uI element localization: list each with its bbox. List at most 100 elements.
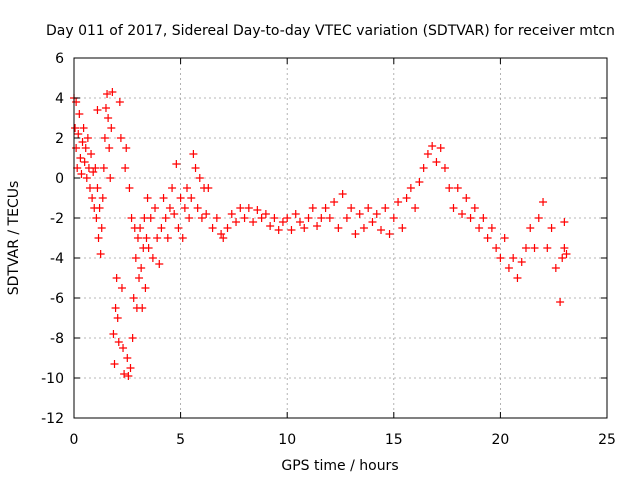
data-point bbox=[227, 210, 236, 218]
data-point bbox=[475, 224, 484, 232]
x-tick-label: 20 bbox=[491, 432, 509, 448]
data-point bbox=[92, 214, 101, 222]
data-point bbox=[131, 254, 140, 262]
data-point bbox=[558, 254, 567, 262]
data-point bbox=[219, 234, 228, 242]
data-point bbox=[88, 194, 97, 202]
data-point bbox=[359, 224, 368, 232]
plot-border bbox=[73, 57, 608, 419]
data-point bbox=[107, 124, 116, 132]
data-point bbox=[78, 138, 87, 146]
data-point bbox=[330, 198, 339, 206]
data-point bbox=[111, 304, 120, 312]
data-point bbox=[500, 234, 509, 242]
data-point bbox=[551, 264, 560, 272]
y-tick-label: -10 bbox=[41, 371, 64, 387]
y-tick-label: -6 bbox=[50, 291, 64, 307]
data-point bbox=[283, 214, 292, 222]
data-point bbox=[253, 206, 262, 214]
data-point bbox=[530, 244, 539, 252]
data-point bbox=[97, 224, 106, 232]
data-point bbox=[466, 214, 475, 222]
data-point bbox=[187, 194, 196, 202]
data-points bbox=[70, 88, 571, 380]
data-point bbox=[325, 214, 334, 222]
data-point bbox=[93, 184, 102, 192]
data-point bbox=[73, 164, 82, 172]
data-point bbox=[513, 274, 522, 282]
data-point bbox=[137, 264, 146, 272]
data-point bbox=[142, 234, 151, 242]
data-point bbox=[125, 184, 134, 192]
data-point bbox=[232, 218, 241, 226]
data-point bbox=[385, 230, 394, 238]
data-point bbox=[321, 204, 330, 212]
data-point bbox=[334, 224, 343, 232]
data-point bbox=[462, 194, 471, 202]
y-tick-labels: -12 -10 -8 -6 -4 -2 0 2 4 6 bbox=[41, 51, 64, 427]
data-point bbox=[406, 184, 415, 192]
data-point bbox=[185, 214, 194, 222]
data-point bbox=[191, 164, 200, 172]
data-point bbox=[141, 284, 150, 292]
data-point bbox=[122, 144, 131, 152]
data-point bbox=[411, 204, 420, 212]
data-point bbox=[304, 214, 313, 222]
data-point bbox=[440, 164, 449, 172]
data-point bbox=[138, 304, 147, 312]
data-point bbox=[180, 204, 189, 212]
data-point bbox=[77, 170, 86, 178]
data-point bbox=[178, 234, 187, 242]
data-point bbox=[517, 258, 526, 266]
x-tick-label: 5 bbox=[176, 432, 185, 448]
data-point bbox=[372, 210, 381, 218]
data-point bbox=[99, 164, 108, 172]
data-point bbox=[101, 104, 110, 112]
data-point bbox=[223, 224, 232, 232]
data-point bbox=[100, 134, 109, 142]
data-point bbox=[89, 168, 98, 176]
data-point bbox=[197, 214, 206, 222]
data-point bbox=[240, 214, 249, 222]
data-point bbox=[483, 234, 492, 242]
data-point bbox=[128, 334, 137, 342]
data-point bbox=[168, 184, 177, 192]
data-point bbox=[453, 184, 462, 192]
data-point bbox=[244, 204, 253, 212]
data-point bbox=[103, 90, 112, 98]
data-point bbox=[479, 214, 488, 222]
data-point bbox=[300, 224, 309, 232]
y-tick-label: -12 bbox=[41, 411, 64, 427]
data-point bbox=[543, 244, 552, 252]
data-point bbox=[449, 204, 458, 212]
data-point bbox=[98, 194, 107, 202]
data-point bbox=[105, 144, 114, 152]
data-point bbox=[458, 210, 467, 218]
data-point bbox=[257, 214, 266, 222]
data-point bbox=[182, 184, 191, 192]
data-point bbox=[428, 142, 437, 150]
data-point bbox=[547, 224, 556, 232]
data-point bbox=[144, 244, 153, 252]
data-point bbox=[165, 204, 174, 212]
data-point bbox=[110, 360, 119, 368]
data-point bbox=[174, 224, 183, 232]
data-point bbox=[71, 124, 80, 132]
data-point bbox=[72, 144, 81, 152]
data-point bbox=[492, 244, 501, 252]
data-point bbox=[153, 234, 162, 242]
data-point bbox=[355, 210, 364, 218]
data-point bbox=[266, 222, 275, 230]
data-point bbox=[394, 198, 403, 206]
data-point bbox=[189, 150, 198, 158]
data-point bbox=[104, 114, 113, 122]
y-tick-label: 0 bbox=[55, 171, 64, 187]
data-point bbox=[470, 204, 479, 212]
data-point bbox=[72, 98, 81, 106]
data-point bbox=[509, 254, 518, 262]
data-point bbox=[76, 154, 85, 162]
data-point bbox=[124, 372, 133, 380]
x-tick-label: 0 bbox=[70, 432, 79, 448]
data-point bbox=[85, 184, 94, 192]
data-point bbox=[106, 174, 115, 182]
